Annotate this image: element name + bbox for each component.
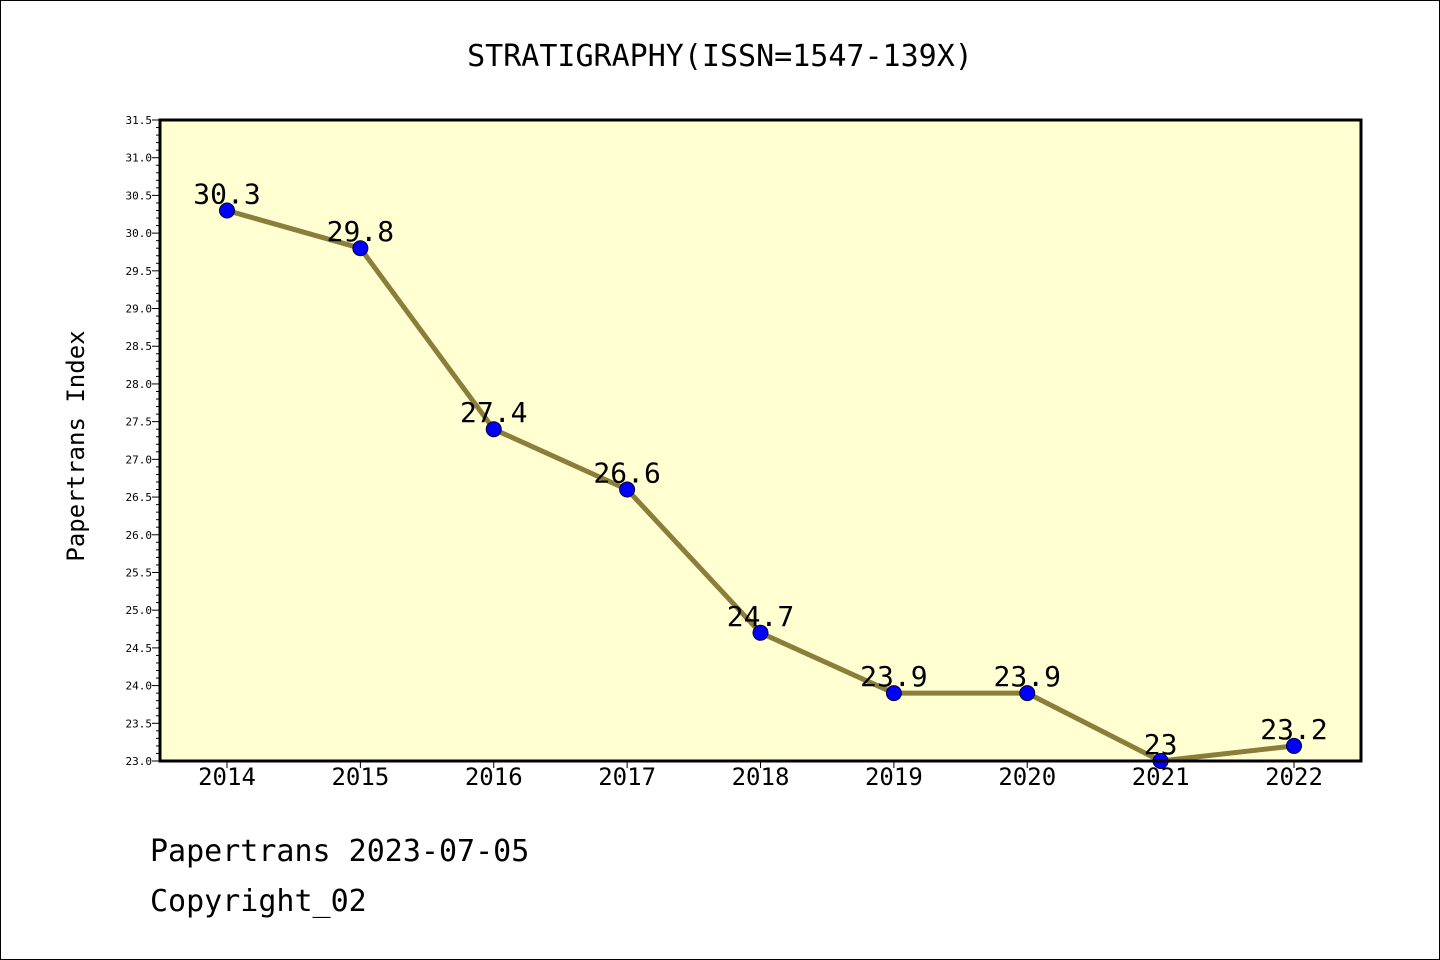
data-label: 23.2	[1260, 713, 1327, 746]
data-label: 23	[1144, 728, 1178, 761]
x-tick-label: 2017	[598, 763, 656, 791]
y-tick-label: 31.0	[126, 152, 153, 165]
data-point	[352, 240, 369, 257]
y-axis: 23.0 23.5 24.0 24.5 25.0 25.5 26.0 26.5 27.0 27.5…	[126, 114, 160, 768]
y-tick-label: 29.0	[126, 303, 153, 316]
y-tick-label: 26.5	[126, 491, 153, 504]
y-tick-label: 31.5	[126, 114, 153, 127]
chart-title: STRATIGRAPHY(ISSN=1547-139X)	[467, 39, 973, 74]
x-tick-label: 2016	[465, 763, 523, 791]
footer-date: Papertrans 2023-07-05	[150, 834, 530, 869]
y-tick-label: 28.0	[126, 378, 153, 391]
data-point	[1286, 737, 1302, 754]
x-tick-label: 2022	[1265, 763, 1323, 791]
x-tick-label: 2014	[198, 763, 256, 791]
data-point	[619, 481, 636, 498]
plot-border	[158, 118, 1363, 763]
x-tick-label: 2018	[732, 763, 790, 791]
data-label: 24.7	[727, 600, 794, 633]
x-tick-label: 2019	[865, 763, 923, 791]
y-tick-label: 24.5	[126, 642, 153, 655]
data-point	[485, 421, 502, 438]
data-label: 27.4	[460, 396, 527, 429]
y-tick-label: 30.5	[126, 189, 153, 202]
y-tick-label: 23.5	[126, 717, 153, 730]
data-point	[219, 202, 235, 219]
y-tick-label: 28.5	[126, 340, 153, 353]
data-label: 29.8	[327, 215, 394, 248]
data-label: 23.9	[860, 660, 927, 693]
y-axis-label: Papertrans Index	[62, 330, 90, 561]
x-tick-label: 2020	[998, 763, 1056, 791]
y-tick-label: 23.0	[126, 755, 153, 768]
data-point	[752, 624, 769, 641]
y-tick-label: 24.0	[126, 680, 153, 693]
y-tick-label: 27.5	[126, 416, 153, 429]
y-tick-label: 30.0	[126, 227, 153, 240]
plot-area	[160, 120, 1361, 761]
data-label: 23.9	[994, 660, 1061, 693]
y-tick-label: 25.0	[126, 604, 153, 617]
y-tick-label: 25.5	[126, 566, 153, 579]
data-point	[1019, 685, 1036, 702]
data-point	[885, 685, 902, 702]
x-tick-label: 2015	[331, 763, 389, 791]
y-tick-label: 26.0	[126, 529, 153, 542]
data-label: 30.3	[193, 177, 260, 210]
series-layer: 30.3 29.8 27.4 26.6 24.7 23.9 23.9 23 23.2	[193, 177, 1328, 769]
data-label: 26.6	[593, 457, 660, 490]
footer-copyright: Copyright_02	[150, 884, 367, 919]
y-tick-label: 27.0	[126, 453, 153, 466]
y-tick-label: 29.5	[126, 265, 153, 278]
